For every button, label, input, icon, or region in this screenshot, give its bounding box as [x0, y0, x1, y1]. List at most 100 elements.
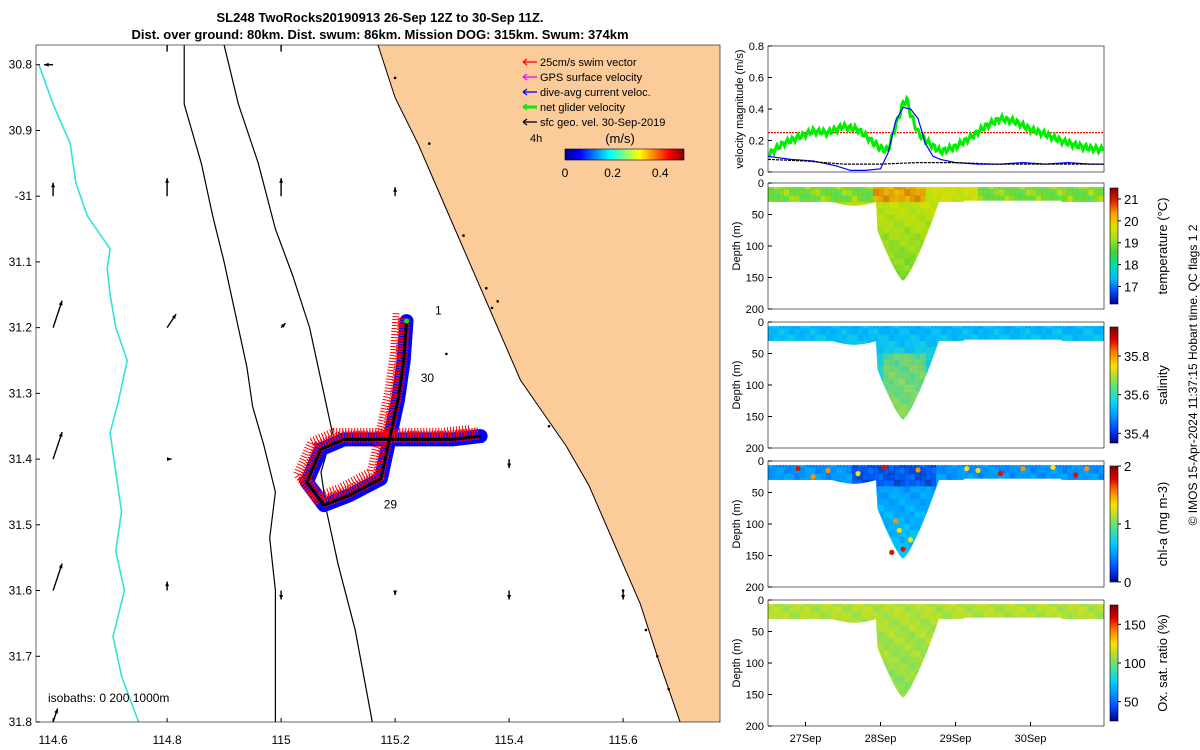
section-cell	[1014, 612, 1021, 620]
colorbar-tick-label: 50	[1124, 695, 1138, 710]
section-cell	[878, 334, 884, 342]
velocity-series-line	[767, 94, 1105, 158]
section-cell	[962, 328, 968, 336]
section-cell	[930, 486, 937, 493]
section-cell	[1093, 612, 1100, 620]
section-cell	[899, 606, 905, 614]
section-cell	[1014, 606, 1021, 614]
chla-hotspot	[1020, 465, 1026, 472]
chla-hotspot	[915, 467, 921, 473]
section-cell	[867, 467, 874, 475]
section-cell	[1046, 195, 1052, 203]
section-cell	[1083, 328, 1089, 336]
section-cell	[1077, 189, 1084, 197]
section-cell	[915, 347, 921, 354]
section-cell	[836, 195, 842, 203]
section-cell	[988, 328, 995, 336]
section-cell	[883, 511, 890, 519]
section-cell	[888, 208, 895, 215]
section-cell	[993, 328, 1000, 336]
section-cell	[904, 479, 911, 487]
section-cell	[768, 467, 774, 475]
section-cell	[794, 195, 800, 203]
section-cell	[904, 688, 911, 695]
section-cell	[888, 511, 895, 519]
section-cell	[852, 473, 858, 481]
section-cell	[904, 233, 911, 241]
section-cell	[1093, 606, 1100, 614]
section-cell	[1009, 473, 1016, 481]
section-cell	[888, 524, 895, 531]
section-cell	[957, 606, 963, 614]
section-cell	[1004, 328, 1010, 336]
section-cell	[888, 347, 895, 354]
section-ylabel: Depth (m)	[731, 361, 743, 410]
section-cell	[1093, 467, 1100, 475]
section-cell	[978, 334, 984, 342]
colorbar-label: salinity	[1155, 365, 1170, 405]
section-cell	[883, 353, 890, 361]
section-cell	[983, 606, 989, 614]
current-vector-head	[621, 594, 626, 600]
section-cell	[883, 644, 890, 651]
section-cell	[1067, 467, 1073, 475]
section-cell	[799, 328, 806, 336]
map-ytick-label: 31.2	[9, 321, 33, 335]
section-cell	[820, 334, 827, 342]
section-cell	[1004, 195, 1010, 203]
section-cell	[883, 385, 890, 392]
section-cell	[967, 195, 974, 203]
section-cell	[894, 397, 900, 405]
section-cell	[773, 612, 779, 620]
velocity-ytick-label: 0.6	[749, 73, 764, 85]
section-cell	[920, 208, 926, 215]
section-cell	[883, 524, 890, 531]
section-cell	[1041, 328, 1047, 336]
isobath-200m	[183, 45, 277, 722]
current-vector-head	[166, 457, 172, 462]
section-cell	[957, 195, 963, 203]
section-cell	[878, 637, 884, 645]
section-cell	[983, 467, 989, 475]
section-cell	[894, 625, 900, 632]
section-cell	[894, 189, 900, 197]
section-cell	[878, 233, 884, 241]
section-cell	[920, 214, 926, 222]
section-cell	[888, 397, 895, 405]
section-cell	[1051, 334, 1058, 342]
section-cell	[915, 189, 921, 197]
section-cell	[888, 189, 895, 197]
section-cell	[873, 189, 879, 197]
section-cell	[999, 612, 1005, 620]
section-cell	[899, 353, 905, 361]
colorbar-label: temperature (°C)	[1155, 198, 1170, 295]
section-cell	[920, 606, 926, 614]
section-cell	[962, 467, 968, 475]
section-ytick-label: 100	[746, 519, 764, 531]
section-cell	[894, 366, 900, 373]
section-cell	[951, 473, 958, 481]
section-cell	[794, 328, 800, 336]
section-cell	[1041, 612, 1047, 620]
section-cell	[920, 353, 926, 361]
section-cell	[804, 328, 811, 336]
section-cell	[878, 340, 884, 348]
section-cell	[768, 606, 774, 614]
section-cell	[930, 189, 937, 197]
section-cell	[862, 334, 869, 342]
section-cell	[904, 669, 911, 677]
section-cell	[862, 195, 869, 203]
section-cell	[883, 618, 890, 626]
section-cell	[804, 473, 811, 481]
section-cell	[888, 334, 895, 342]
section-cell	[768, 189, 774, 197]
section-cell	[899, 378, 905, 386]
section-cell	[904, 656, 911, 664]
section-cell	[894, 612, 900, 620]
section-cell	[883, 505, 890, 512]
section-cell	[1083, 334, 1089, 342]
section-cell	[915, 372, 921, 380]
land-area	[378, 45, 720, 722]
section-cell	[1083, 612, 1089, 620]
section-cell	[993, 195, 1000, 203]
